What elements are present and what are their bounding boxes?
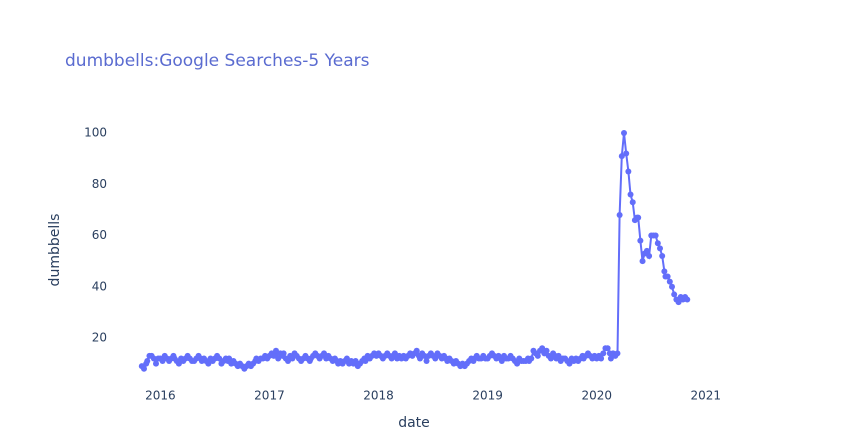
x-tick-label: 2020: [581, 389, 612, 403]
point: [159, 358, 166, 365]
y-tick-label: 100: [84, 126, 107, 140]
point: [675, 299, 682, 306]
point: [604, 345, 611, 352]
y-tick-label: 80: [92, 177, 107, 191]
point: [421, 352, 428, 359]
y-axis-title: dumbbells: [47, 214, 63, 287]
point: [514, 360, 521, 367]
point: [289, 355, 296, 362]
point: [669, 283, 675, 290]
x-tick-label: 2019: [472, 389, 503, 403]
point: [539, 345, 546, 352]
y-tick-label: 20: [92, 330, 107, 344]
x-tick-label: 2016: [145, 389, 176, 403]
point: [175, 360, 182, 367]
point: [654, 240, 661, 247]
point: [216, 355, 223, 362]
y-tick-label: 40: [92, 279, 107, 293]
point: [417, 355, 423, 362]
point: [646, 253, 653, 260]
point: [343, 355, 350, 362]
point: [600, 350, 607, 357]
x-tick-label: 2017: [254, 389, 285, 403]
point: [643, 247, 650, 254]
point: [543, 347, 550, 354]
line: [141, 132, 689, 371]
point: [498, 358, 505, 365]
point: [150, 355, 157, 362]
point: [555, 352, 562, 359]
point: [362, 358, 369, 365]
chart-title: dumbbells:Google Searches-5 Years: [65, 51, 370, 71]
point: [566, 360, 573, 367]
point: [629, 199, 636, 206]
point: [666, 278, 673, 285]
point: [141, 365, 147, 372]
point: [659, 253, 666, 260]
point: [652, 232, 659, 239]
point: [664, 273, 671, 280]
point: [352, 358, 359, 365]
point: [598, 355, 605, 362]
point: [534, 352, 541, 359]
point: [270, 352, 277, 359]
point: [273, 347, 279, 354]
point: [432, 355, 439, 362]
point: [423, 358, 430, 365]
point: [684, 296, 691, 303]
point: [625, 168, 632, 175]
point: [639, 258, 646, 265]
point: [661, 268, 668, 275]
y-tick-label: 60: [92, 228, 107, 242]
point: [627, 191, 634, 198]
point: [618, 153, 625, 160]
point: [528, 355, 535, 362]
point: [153, 360, 159, 367]
point: [226, 355, 233, 362]
point: [637, 237, 644, 244]
point: [547, 355, 554, 362]
point: [607, 355, 614, 362]
point: [285, 358, 291, 365]
point: [614, 350, 621, 357]
point: [657, 245, 663, 252]
point: [671, 291, 678, 298]
point: [635, 214, 642, 221]
point: [205, 360, 212, 367]
point: [616, 212, 623, 219]
point: [144, 358, 151, 365]
point: [621, 130, 627, 137]
x-tick-label: 2021: [691, 389, 722, 403]
point: [413, 347, 420, 354]
x-tick-label: 2018: [363, 389, 394, 403]
point: [391, 350, 398, 357]
point: [623, 150, 630, 157]
point: [280, 350, 287, 357]
x-axis-title: date: [398, 415, 430, 431]
point: [275, 355, 282, 362]
point: [321, 350, 327, 357]
